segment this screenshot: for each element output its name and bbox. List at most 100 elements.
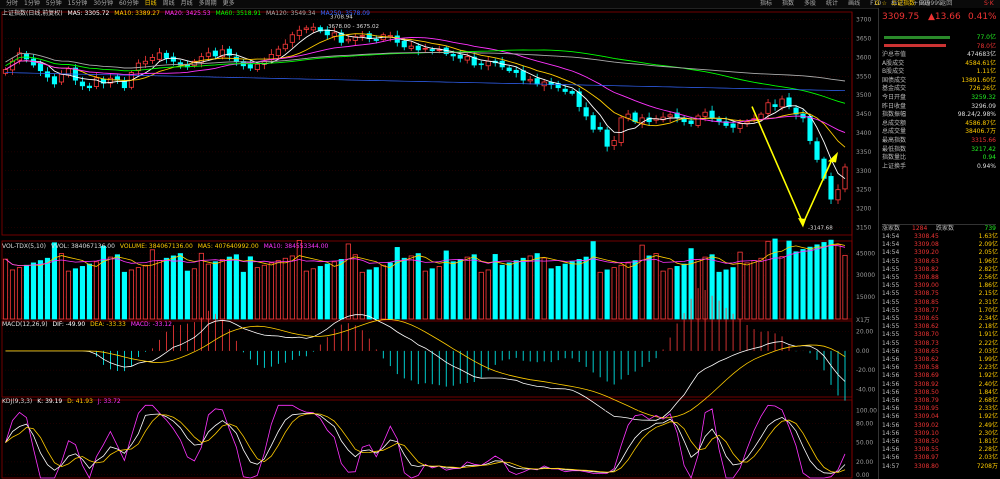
period-tab-6[interactable]: 日线 — [144, 0, 157, 7]
trade-volume: 2.03亿 — [978, 454, 998, 462]
trade-time: 14:55 — [882, 274, 900, 281]
candle-body — [471, 56, 477, 66]
stat-value: 3259.32 — [971, 94, 996, 101]
trade-row: 14:56 3309.02 2.49亿 — [882, 422, 998, 431]
trade-price: 3308.85 — [914, 298, 939, 306]
period-tab-1[interactable]: 1分钟 — [24, 0, 40, 7]
stat-row: 最低指数 3217.42 — [882, 146, 996, 154]
period-tab-2[interactable]: 5分钟 — [45, 0, 62, 7]
volume-bar — [541, 257, 547, 320]
trade-row: 14:56 3308.50 1.81亿 — [882, 438, 998, 447]
stat-row: 总成交量 38406.7万 — [882, 128, 996, 136]
volume-bar — [93, 261, 100, 320]
volume-bar — [639, 244, 645, 320]
legend-ma60: MA60: 3518.91 — [215, 10, 262, 17]
tool-item-3[interactable]: 统计 — [826, 0, 839, 7]
ma250-line — [5, 72, 846, 92]
tool-item-7[interactable]: +自选 — [913, 0, 931, 7]
trade-row: 14:55 3308.82 2.82亿 — [882, 266, 998, 275]
stat-label: 国债成交 — [882, 76, 907, 84]
volume-bar — [513, 260, 519, 320]
candle-body — [513, 69, 519, 73]
trend-arrow — [751, 106, 833, 226]
candle-body — [58, 74, 65, 83]
tool-item-4[interactable]: 画线 — [848, 0, 861, 7]
candle-body — [352, 36, 358, 41]
down-ratio-value: 78.0亿 — [976, 43, 996, 50]
candle-body — [2, 69, 9, 74]
volume-bar — [149, 249, 155, 320]
stat-label: 指数振幅 — [882, 111, 907, 119]
candle-body — [814, 141, 820, 160]
period-tab-3[interactable]: 15分钟 — [67, 0, 88, 7]
trade-time: 14:55 — [882, 257, 900, 265]
period-tab-9[interactable]: 多周期 — [198, 0, 217, 7]
period-tab-4[interactable]: 30分钟 — [93, 0, 113, 7]
candle-body — [562, 88, 568, 92]
pane-frame — [1, 399, 853, 479]
tool-item-0[interactable]: 指标 — [760, 0, 773, 7]
candle-body — [723, 121, 729, 126]
main-legend: 上证指数(日线,前复权) MA5: 3305.72 MA10: 3389.27 … — [2, 10, 373, 18]
trade-time: 14:56 — [882, 364, 900, 372]
period-tab-0[interactable]: 分时 — [6, 0, 19, 7]
tool-item-1[interactable]: 指数 — [782, 0, 795, 7]
period-tab-10[interactable]: 更多 — [222, 0, 235, 7]
legend-ma20: MA20: 3425.53 — [164, 10, 211, 17]
trade-time: 14:55 — [882, 339, 900, 347]
stat-row: 今日开盘 3259.32 — [882, 94, 996, 102]
legend-ma120: MA120: 3549.34 — [266, 10, 316, 17]
candle-body — [107, 77, 114, 84]
period-tab-5[interactable]: 60分钟 — [118, 0, 139, 7]
trade-time: 14:56 — [882, 446, 900, 454]
kline-chart-area[interactable]: 3700 3650 3600 3550 3500 3450 3400 3350 3300 3250… — [0, 8, 878, 479]
volume-bar — [464, 256, 470, 320]
tool-item-6[interactable]: 标记 — [891, 0, 904, 7]
trade-row: 14:55 3308.75 2.15亿 — [882, 290, 998, 299]
tool-item-2[interactable]: 多股 — [804, 0, 817, 7]
volume-bar — [254, 267, 260, 320]
updown-row: 涨家数 1284 跌家数 739 — [882, 224, 996, 233]
period-tab-8[interactable]: 月线 — [180, 0, 193, 7]
candle-body — [506, 67, 512, 72]
volume-bar — [324, 263, 330, 320]
price-tick-label: 3550 — [856, 73, 871, 80]
trade-time: 14:56 — [882, 372, 900, 380]
period-tab-7[interactable]: 周线 — [162, 0, 175, 7]
macd-legend-macd: MACD: -33.12 — [130, 321, 172, 328]
instrument-title: G ☆ 上证指数 999999 — [875, 0, 942, 7]
candle-body — [534, 78, 540, 85]
volume-bar — [485, 269, 491, 320]
volume-bar — [303, 270, 309, 320]
volume-bar — [177, 253, 183, 320]
volume-bar — [492, 254, 498, 320]
vol-legend-ma10: MA10: 384553344.00 — [263, 243, 329, 250]
volume-bar — [296, 240, 302, 320]
candle-body — [688, 120, 694, 124]
trade-volume: 2.09亿 — [978, 241, 998, 249]
kdj-tick-label: 0.00 — [856, 472, 870, 479]
trade-row: 14:56 3308.55 2.28亿 — [882, 446, 998, 455]
candle-body — [422, 47, 428, 50]
trade-time: 14:56 — [882, 356, 900, 363]
tool-item-8[interactable]: 返回 — [940, 0, 953, 7]
trade-row: 14:55 3308.70 1.91亿 — [882, 331, 998, 340]
candle-body — [37, 63, 44, 72]
tool-menu: 指标 指数 多股 统计 画线 F10 标记 +自选 返回 — [760, 0, 952, 8]
candle-body — [842, 166, 848, 190]
trade-row: 14:55 3308.63 1.96亿 — [882, 258, 998, 267]
up-ratio-value: 77.0亿 — [976, 34, 996, 41]
volume-bar — [163, 257, 169, 320]
trade-volume: 2.05亿 — [978, 249, 998, 257]
trade-time: 14:56 — [882, 438, 900, 445]
volume-bar — [646, 255, 652, 320]
volume-bar — [821, 242, 827, 320]
macd-tick-label: -20.00 — [856, 367, 876, 374]
volume-bar — [338, 259, 344, 320]
volume-bar — [443, 250, 449, 320]
tool-item-5[interactable]: F10 — [870, 0, 882, 7]
volume-bar — [660, 270, 666, 320]
volume-bar — [114, 254, 121, 320]
stat-label: A股成交 — [882, 59, 905, 67]
candle-body — [709, 110, 715, 119]
